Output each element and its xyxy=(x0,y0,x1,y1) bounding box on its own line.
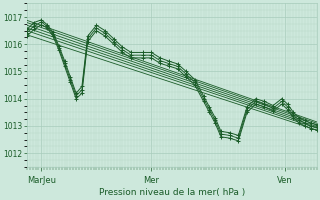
X-axis label: Pression niveau de la mer( hPa ): Pression niveau de la mer( hPa ) xyxy=(99,188,245,197)
